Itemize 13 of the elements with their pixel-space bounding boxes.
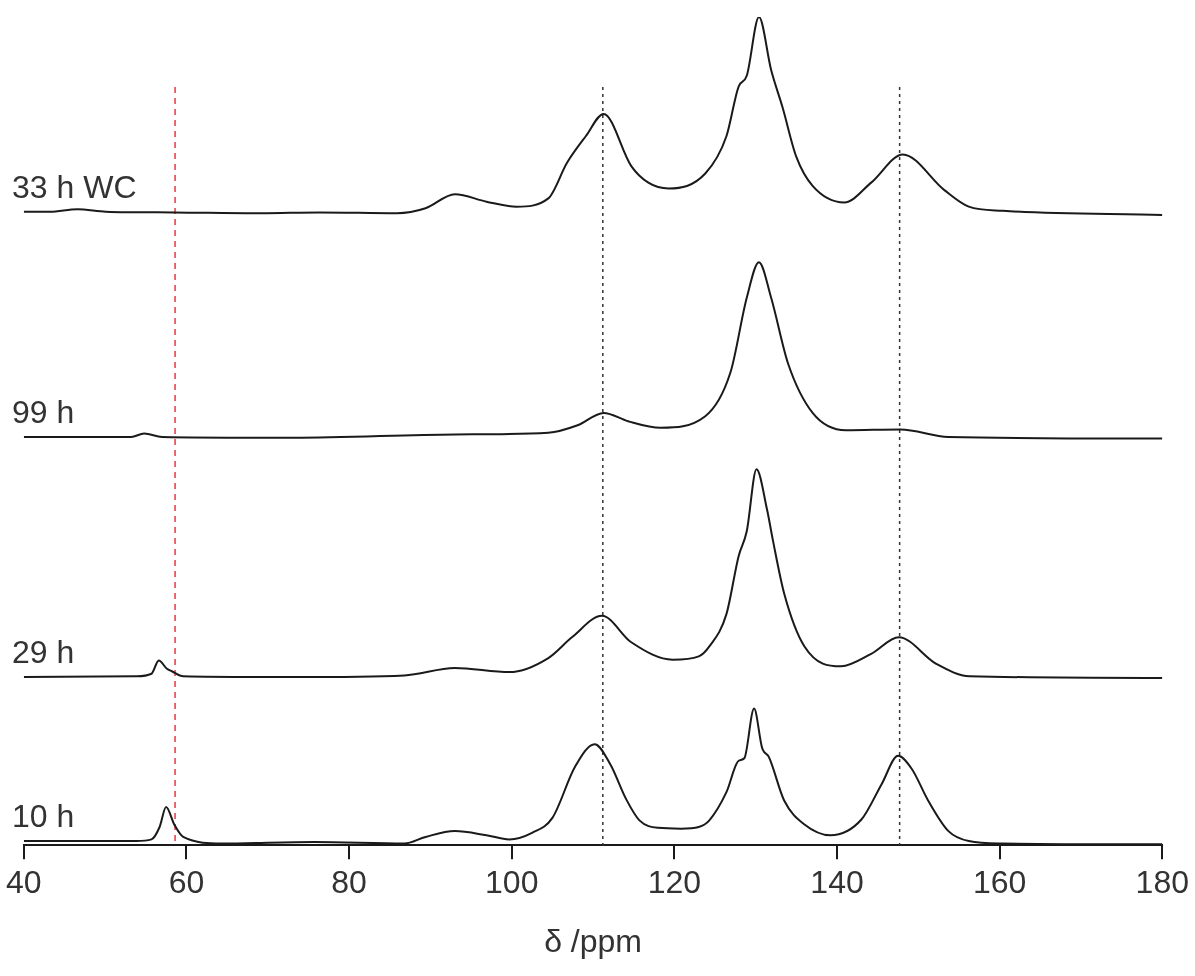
- series-label: 10 h: [12, 798, 75, 835]
- x-tick-label: 40: [6, 864, 42, 901]
- x-tick-label: 160: [972, 864, 1027, 901]
- x-axis-title: δ /ppm: [544, 922, 642, 959]
- x-tick-label: 180: [1135, 864, 1189, 901]
- series-label: 29 h: [12, 634, 75, 671]
- series-label: 99 h: [12, 393, 75, 430]
- x-tick-label: 80: [331, 864, 367, 901]
- x-tick-label: 120: [647, 864, 702, 901]
- series-label: 33 h WC: [12, 168, 137, 205]
- x-tick-label: 140: [810, 864, 864, 901]
- x-tick-label: 100: [485, 864, 539, 901]
- x-tick-label: 60: [168, 864, 205, 901]
